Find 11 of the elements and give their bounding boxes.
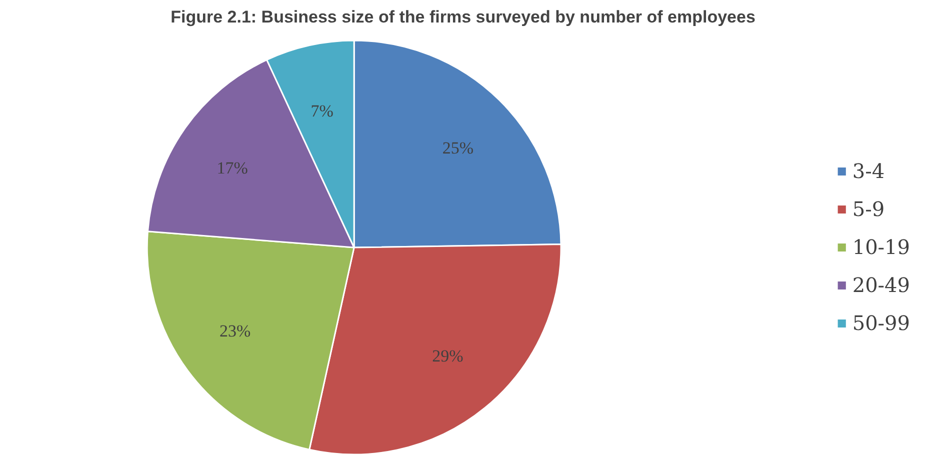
legend-label: 10-19 <box>852 235 910 259</box>
data-label: 7% <box>310 101 334 120</box>
data-label: 29% <box>432 346 464 366</box>
legend-label: 5-9 <box>852 197 885 221</box>
data-label: 17% <box>216 158 248 178</box>
data-label: 25% <box>442 138 474 158</box>
legend-label: 50-99 <box>852 311 910 335</box>
data-label: 23% <box>219 321 251 340</box>
legend-label: 3-4 <box>852 159 885 183</box>
chart-title: Figure 2.1: Business size of the firms surveyed by number of employees <box>170 8 756 26</box>
legend-label: 20-49 <box>852 273 910 297</box>
